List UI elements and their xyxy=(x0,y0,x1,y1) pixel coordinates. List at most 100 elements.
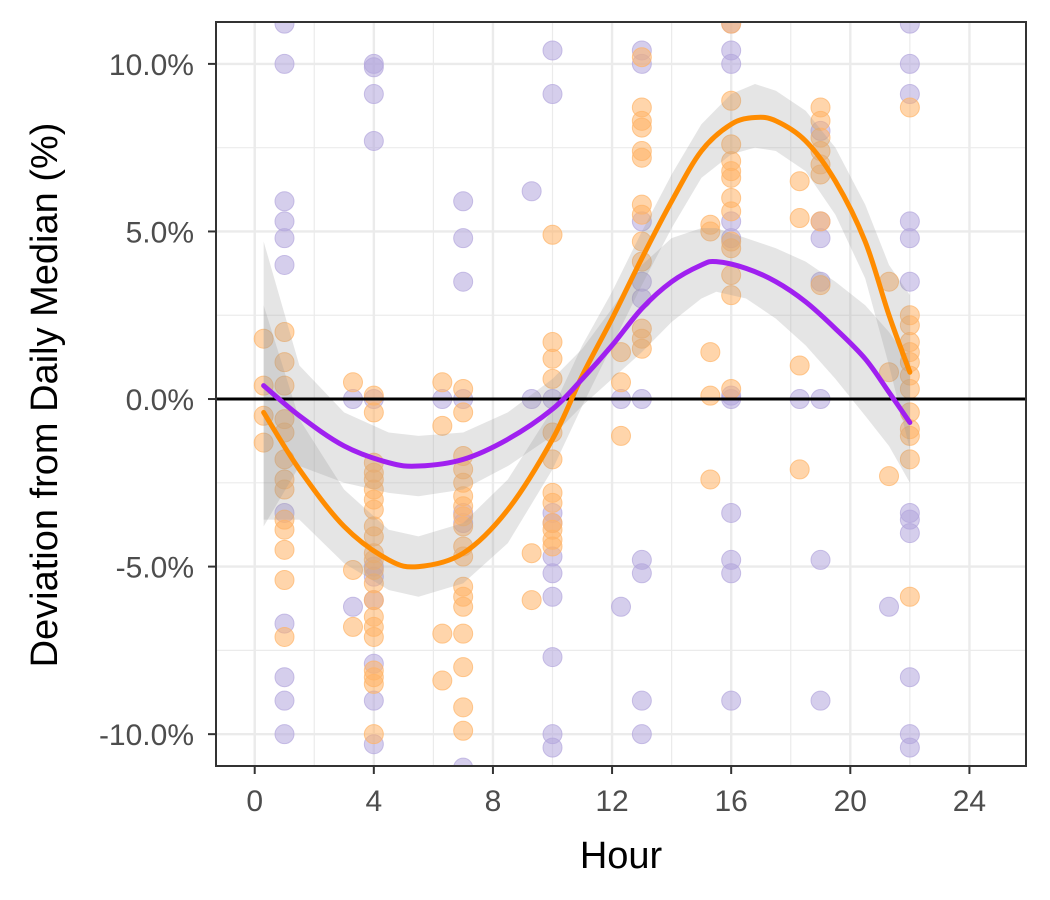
scatter-point xyxy=(721,502,742,523)
scatter-point xyxy=(342,372,363,393)
scatter-point xyxy=(611,372,631,393)
scatter-point xyxy=(453,516,474,537)
scatter-point xyxy=(432,670,453,691)
scatter-point xyxy=(611,425,631,446)
scatter-point xyxy=(363,626,384,647)
scatter-point xyxy=(631,117,652,138)
scatter-point xyxy=(542,84,563,105)
x-axis: 0 4 8 12 16 20 24 xyxy=(246,766,986,818)
y-tick-label: -10.0% xyxy=(99,719,194,752)
points-layer xyxy=(253,22,920,766)
scatter-point xyxy=(789,171,810,192)
scatter-point xyxy=(879,466,900,487)
scatter-point xyxy=(789,208,810,229)
confidence-band xyxy=(263,84,910,597)
y-tick-label: 10.0% xyxy=(109,49,194,82)
scatter-point xyxy=(700,385,721,406)
scatter-point xyxy=(611,596,631,617)
scatter-point xyxy=(274,479,295,500)
scatter-point xyxy=(700,342,721,363)
scatter-point xyxy=(453,757,474,766)
scatter-point xyxy=(899,425,920,446)
scatter-point xyxy=(721,167,742,188)
scatter-point xyxy=(453,657,474,678)
scatter-point xyxy=(274,570,295,590)
scatter-point xyxy=(453,697,474,718)
scatter-point xyxy=(542,40,563,61)
fit-line xyxy=(261,258,913,469)
scatter-point xyxy=(253,432,274,453)
scatter-point xyxy=(542,368,563,389)
scatter-point xyxy=(631,724,652,745)
scatter-point xyxy=(542,224,563,245)
scatter-point xyxy=(432,623,453,644)
scatter-point xyxy=(453,228,474,249)
scatter-point xyxy=(899,53,920,74)
scatter-point xyxy=(899,97,920,118)
scatter-point xyxy=(274,228,295,249)
scatter-point xyxy=(253,328,274,349)
scatter-point xyxy=(899,228,920,249)
scatter-point xyxy=(721,285,742,306)
scatter-point xyxy=(542,348,563,369)
scatter-point xyxy=(363,724,384,745)
scatter-point xyxy=(363,57,384,78)
scatter-point xyxy=(342,616,363,637)
scatter-point xyxy=(899,523,920,544)
scatter-point xyxy=(879,362,900,383)
scatter-point xyxy=(611,342,631,363)
scatter-point xyxy=(631,338,652,359)
scatter-point xyxy=(274,191,295,212)
x-tick-label: 20 xyxy=(834,785,867,818)
scatter-point xyxy=(453,378,474,399)
scatter-point xyxy=(342,559,363,580)
scatter-point xyxy=(631,563,652,584)
scatter-point xyxy=(789,459,810,480)
scatter-point xyxy=(453,720,474,741)
scatter-point xyxy=(363,385,384,406)
scatter-point xyxy=(363,690,384,711)
scatter-point xyxy=(363,84,384,105)
x-tick-label: 16 xyxy=(714,785,747,818)
y-axis: -10.0% -5.0% 0.0% 5.0% 10.0% xyxy=(99,49,216,752)
scatter-point xyxy=(542,563,563,584)
scatter-point xyxy=(789,355,810,376)
panel-border xyxy=(215,21,1027,767)
scatter-point xyxy=(274,22,295,34)
scatter-point xyxy=(631,47,652,68)
scatter-point xyxy=(721,690,742,711)
scatter-point xyxy=(274,375,295,396)
scatter-point xyxy=(899,271,920,292)
scatter-point xyxy=(631,690,652,711)
x-tick-label: 0 xyxy=(246,785,263,818)
scatter-point xyxy=(432,415,453,436)
x-tick-label: 4 xyxy=(365,785,382,818)
scatter-point xyxy=(631,204,652,225)
scatter-point xyxy=(363,590,384,611)
fit-lines-layer xyxy=(261,114,913,570)
scatter-point xyxy=(274,667,295,688)
x-tick-label: 12 xyxy=(595,785,628,818)
x-tick-label: 8 xyxy=(485,785,502,818)
x-tick-label: 24 xyxy=(953,785,986,818)
scatter-point xyxy=(453,623,474,644)
scatter-point xyxy=(542,737,563,758)
scatter-point xyxy=(721,90,742,111)
scatter-point xyxy=(899,586,920,607)
scatter-point xyxy=(721,563,742,584)
scatter-point xyxy=(879,596,900,617)
scatter-point xyxy=(721,238,742,259)
scatter-point xyxy=(810,228,831,249)
scatter-point xyxy=(542,647,563,668)
scatter-point xyxy=(899,22,920,34)
scatter-point xyxy=(899,211,920,232)
y-tick-label: -5.0% xyxy=(116,552,194,585)
scatter-point xyxy=(721,378,742,399)
scatter-point xyxy=(521,543,542,564)
scatter-point xyxy=(542,586,563,607)
scatter-point xyxy=(363,673,384,694)
scatter-point xyxy=(363,402,384,423)
scatter-point xyxy=(542,492,563,513)
